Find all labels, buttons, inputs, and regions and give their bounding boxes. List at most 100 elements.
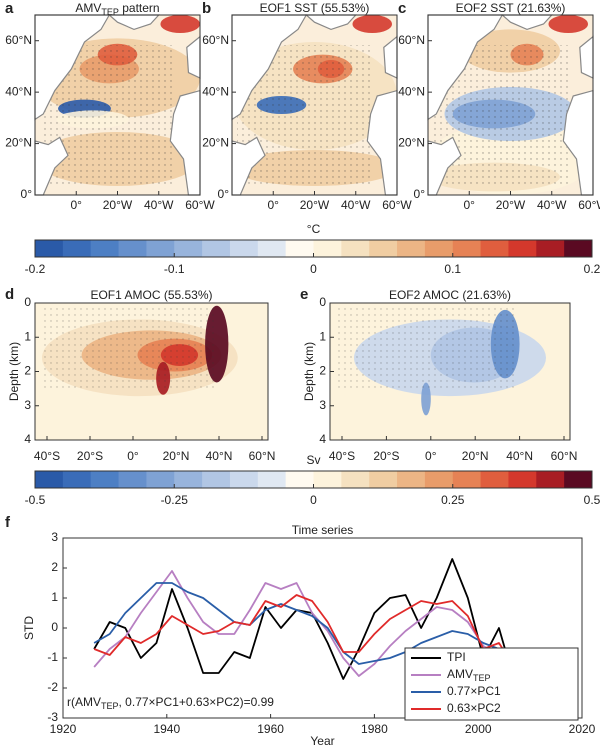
colorbar-tick-label: 0.5 [584, 493, 600, 507]
colorbar-swatch [508, 471, 537, 488]
series-line [93, 594, 516, 668]
colorbar-swatch [146, 471, 175, 488]
panel-letter: d [5, 286, 14, 303]
stippling [43, 308, 218, 391]
y-tick-label: 3 [51, 530, 58, 544]
x-tick-label: 2020 [569, 722, 596, 736]
panel-letter: f [5, 514, 11, 531]
legend-text: AMV [447, 667, 473, 681]
title-subscript: TEP [101, 7, 119, 17]
colorbar-swatch [229, 240, 259, 257]
lat-label: 60°N [398, 33, 425, 47]
annotation: r(AMVTEP, 0.77×PC1+0.63×PC2)=0.99 [67, 695, 274, 711]
y-axis-label: Depth (km) [302, 342, 316, 401]
lat-label: 0° [218, 187, 230, 201]
colorbar-swatch [341, 240, 370, 257]
lat-label: 60°N [5, 33, 32, 47]
lat-label: 60°N [202, 33, 229, 47]
lon-label: 40°W [144, 198, 174, 212]
lat-label: 20°N [5, 136, 32, 150]
panel-letter: e [300, 286, 308, 303]
lat-label: 40°N [202, 84, 229, 98]
annotation-subscript: TEP [101, 701, 119, 711]
x-tick-label: 20°N [163, 449, 190, 463]
colorbar-swatch [35, 240, 64, 257]
colorbar-swatch [564, 471, 593, 488]
colorbar-swatch [369, 240, 398, 257]
colorbar-swatch [564, 240, 593, 257]
legend-label: TPI [447, 650, 466, 664]
stippling [338, 308, 518, 391]
colorbar-swatch [35, 471, 64, 488]
colorbar-swatch [397, 471, 426, 488]
legend-text: 0.77×PC1 [447, 684, 501, 698]
title-text: EOF2 SST (21.63%) [456, 1, 566, 15]
colorbar-swatch [90, 240, 120, 257]
x-tick-label: 2000 [465, 722, 492, 736]
colorbar-tick-label: 0.25 [441, 493, 465, 507]
x-tick-label: 20°S [373, 449, 399, 463]
colorbar-swatch [229, 471, 259, 488]
lat-label: 20°N [202, 136, 229, 150]
colorbar-tick-label: -0.5 [25, 493, 46, 507]
lon-label: 0° [71, 198, 83, 212]
colorbar-swatch [341, 471, 370, 488]
x-tick-label: 0° [127, 449, 139, 463]
colorbar-swatch [257, 240, 287, 257]
lon-label: 40°W [537, 198, 567, 212]
colorbar-swatch [202, 471, 231, 488]
colorbar-swatch [480, 240, 509, 257]
legend-text: 0.63×PC2 [447, 701, 501, 715]
panel-letter: a [5, 0, 14, 17]
legend-label: 0.63×PC2 [447, 701, 501, 715]
colorbar-swatch [313, 471, 342, 488]
panel-title: EOF1 SST (55.53%) [260, 1, 370, 15]
colorbar-swatch [202, 240, 231, 257]
lon-label: 20°W [496, 198, 526, 212]
colorbar-tick-label: -0.2 [25, 262, 46, 276]
title-text: pattern [119, 1, 160, 15]
colorbar-swatch [397, 240, 426, 257]
panel-title: AMVTEP pattern [75, 1, 159, 17]
colorbar-swatch [452, 471, 482, 488]
legend-subscript: TEP [473, 673, 491, 683]
map-field [352, 15, 393, 33]
x-axis-label: Year [310, 734, 334, 748]
panel-title: EOF2 AMOC (21.63%) [389, 288, 511, 302]
y-tick-label: 1 [319, 329, 326, 343]
map-field [160, 15, 200, 33]
colorbar-tick-label: 0 [310, 262, 317, 276]
colorbar-swatch [480, 471, 509, 488]
lat-label: 0° [414, 187, 426, 201]
y-tick-label: 3 [24, 398, 31, 412]
series-line [93, 582, 515, 665]
title-text: AMV [75, 1, 101, 15]
lon-label: 60°W [185, 198, 215, 212]
colorbar-swatch [257, 471, 287, 488]
y-tick-label: 2 [51, 560, 58, 574]
x-tick-label: 1920 [50, 722, 77, 736]
colorbar-swatch [174, 240, 203, 257]
x-tick-label: 1940 [153, 722, 180, 736]
lat-label: 20°N [398, 136, 425, 150]
y-tick-label: 0 [24, 295, 31, 309]
colorbar-swatch [146, 240, 175, 257]
colorbar-tick-label: -0.1 [164, 262, 185, 276]
y-tick-label: 2 [24, 364, 31, 378]
land-north-america [34, 14, 111, 121]
map-field [548, 15, 589, 33]
y-tick-label: 1 [51, 590, 58, 604]
land-north-america [231, 14, 308, 121]
y-tick-label: -1 [47, 650, 58, 664]
colorbar-swatch [369, 471, 398, 488]
lat-label: 40°N [5, 84, 32, 98]
colorbar-swatch [424, 471, 454, 488]
land-north-america [427, 14, 504, 121]
y-tick-label: -3 [47, 710, 58, 724]
lon-label: 60°W [382, 198, 412, 212]
colorbar-tick-label: 0 [310, 493, 317, 507]
legend-label: AMVTEP [447, 667, 491, 683]
lon-label: 0° [268, 198, 280, 212]
y-tick-label: -2 [47, 680, 58, 694]
